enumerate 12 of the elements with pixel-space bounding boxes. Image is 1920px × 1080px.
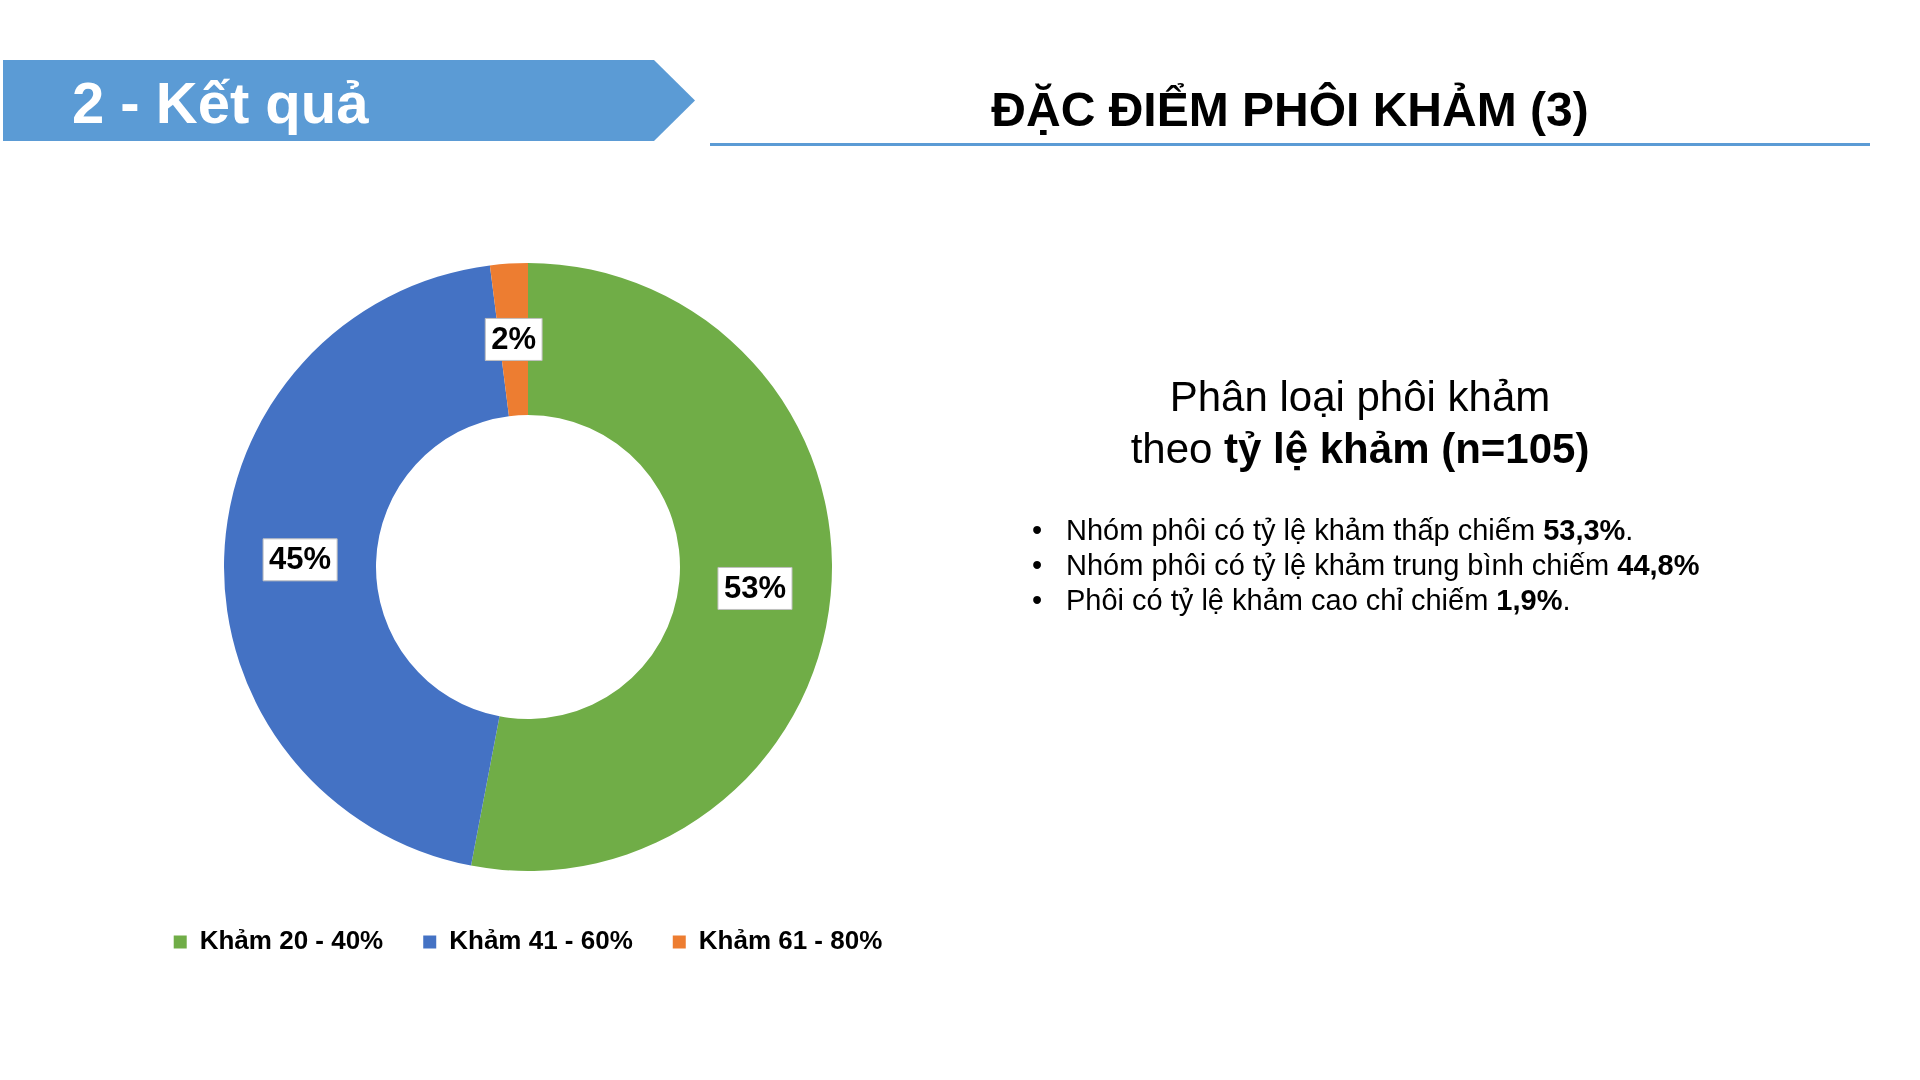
legend-label: Khảm 41 - 60% <box>449 925 633 956</box>
legend-label: Khảm 61 - 80% <box>698 925 883 956</box>
text: • Nhóm phôi có tỷ lệ khảm thấp chiếm 53,3%. <box>1032 513 1634 548</box>
data-label: 2% <box>491 321 537 356</box>
data-label: 53% <box>723 570 787 605</box>
text: 2 - Kết quả <box>72 70 369 136</box>
text: • Nhóm phôi có tỷ lệ khảm trung bình chiếm 44,8% <box>1032 548 1700 583</box>
text: • Phôi có tỷ lệ khảm cao chỉ chiếm 1,9%. <box>1032 583 1571 618</box>
data-label: 45% <box>269 541 332 577</box>
text: ĐẶC ĐIỂM PHÔI KHẢM (3) <box>991 81 1589 138</box>
text: Phân loại phôi khảm theo tỷ lệ khảm (n=105) <box>1130 372 1590 472</box>
legend-label: Khảm 20 - 40% <box>199 925 384 956</box>
